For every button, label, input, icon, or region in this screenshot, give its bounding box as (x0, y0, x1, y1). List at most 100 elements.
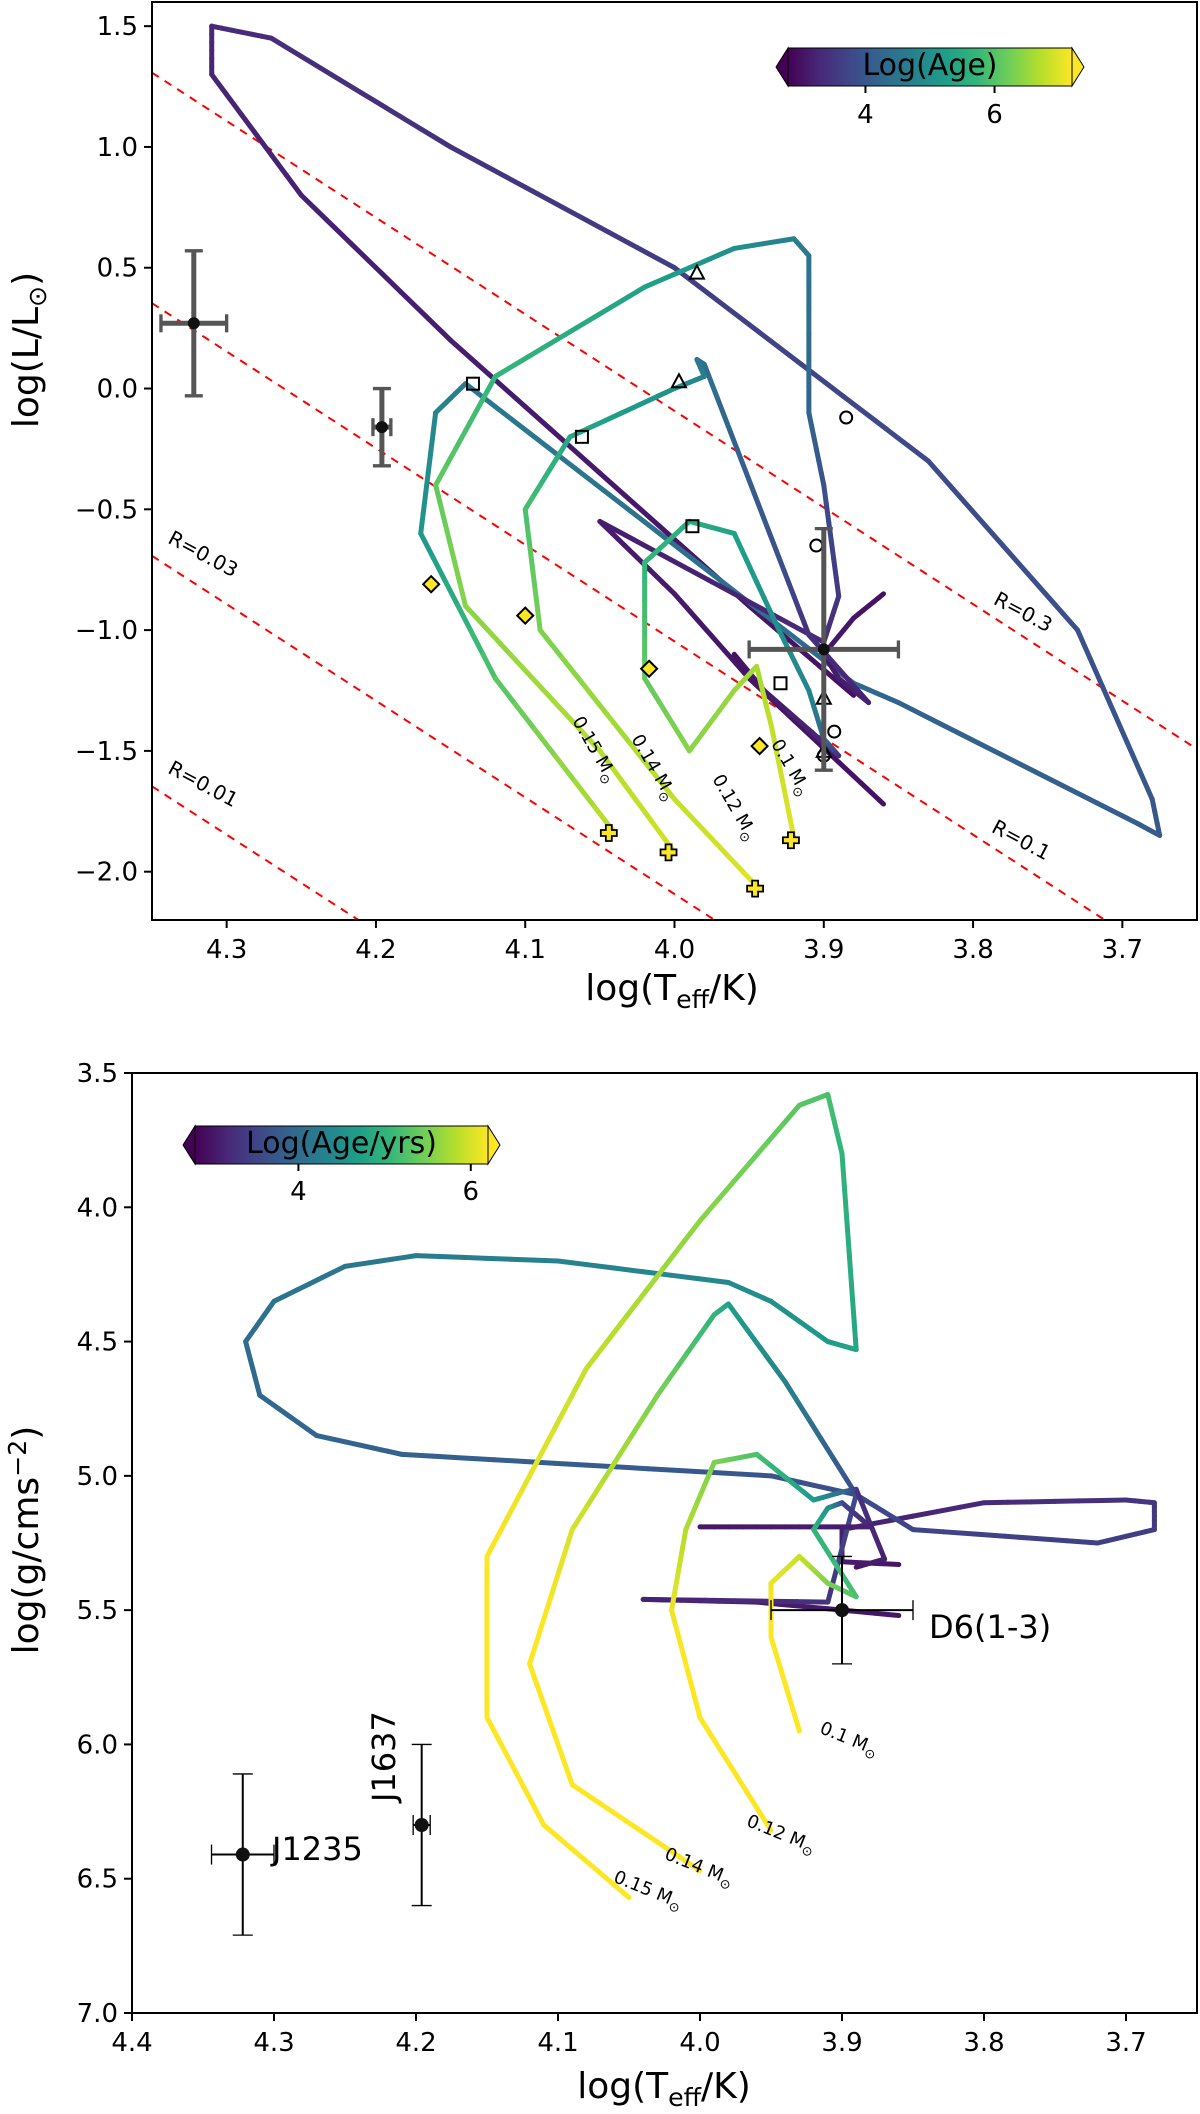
track-segment (512, 701, 538, 733)
radius-label: R=0.01 (164, 756, 242, 812)
track-segment (531, 1804, 547, 1828)
x-tick-label: 3.7 (1105, 2028, 1146, 2058)
track-segment (730, 1160, 753, 1185)
track-segment (612, 1882, 632, 1901)
track-segment (787, 1697, 798, 1718)
track-segment (583, 1341, 608, 1371)
track-segment (735, 1314, 750, 1333)
track-segment (709, 1733, 727, 1758)
track-segment (676, 1467, 712, 1475)
triangle-marker (670, 372, 688, 389)
track-segment (714, 297, 762, 335)
track-segment (522, 1459, 559, 1466)
track-segment (846, 1249, 854, 1287)
diamond-marker (515, 606, 535, 626)
track-segment (836, 666, 852, 683)
track-segment (934, 1504, 963, 1515)
track-segment (597, 224, 640, 251)
y-axis-label: log(L/L⊙) (6, 272, 52, 428)
track-segment (633, 1825, 660, 1845)
track-segment (714, 1179, 736, 1204)
colorbar-min-arrow (775, 46, 789, 88)
track-segment (485, 164, 528, 190)
track-segment (801, 1604, 831, 1612)
track-segment (895, 700, 941, 726)
track-segment (534, 1428, 556, 1465)
circle-marker (827, 724, 842, 739)
track-segment (925, 458, 956, 492)
data-point (375, 421, 388, 434)
track-segment (777, 1601, 807, 1610)
track-segment (619, 402, 643, 416)
track-segment (737, 1471, 774, 1479)
track-segment (826, 654, 842, 672)
y-tick-label: −2.0 (75, 858, 138, 888)
track-segment (746, 563, 760, 585)
track-segment (534, 1681, 547, 1707)
track-segment (598, 1459, 618, 1488)
track-segment (834, 1545, 845, 1569)
track-segment (617, 284, 648, 305)
track-segment (821, 482, 829, 507)
object-label: J1637 (365, 1711, 403, 1804)
track-segment (786, 709, 804, 726)
axes-frame (131, 1072, 1198, 2014)
track-segment (910, 1527, 947, 1535)
track-segment (645, 1466, 682, 1473)
track-segment (841, 1183, 850, 1222)
track-segment (423, 470, 431, 496)
track-segment (532, 727, 558, 759)
track-segment (659, 1242, 684, 1273)
track-segment (672, 591, 690, 611)
track-segment (298, 53, 334, 77)
track-segment (438, 502, 449, 528)
track-mass-label: 0.1 M⊙ (815, 1718, 881, 1764)
track-segment (692, 1697, 703, 1721)
track-segment (527, 1638, 540, 1667)
colorbar-min-arrow (182, 1124, 196, 1166)
y-tick-label: 6.5 (77, 1865, 118, 1895)
track-segment (692, 1325, 708, 1345)
surface-gravity-panel: 4.4 4.3 4.2 4.1 4.0 3.9 3.8 3.7 3.5 4.0 4.5 5.0 5.5 6… (3, 1059, 1198, 2112)
track-segment (941, 1529, 978, 1537)
track-segment (268, 35, 304, 59)
track-segment (709, 633, 727, 653)
x-axis-label: log(Teff/K) (577, 2066, 751, 2112)
data-point (235, 1847, 250, 1862)
track-segment (772, 742, 782, 767)
track-segment (537, 627, 566, 661)
track-segment (678, 1643, 689, 1667)
track-segment (597, 470, 628, 498)
colorbar-gradient (194, 1125, 489, 1165)
track-segment (555, 1258, 589, 1268)
track-segment (541, 1594, 554, 1622)
track-segment (532, 587, 541, 613)
track-segment (534, 1616, 547, 1644)
track-segment (627, 740, 655, 774)
track-segment (569, 1846, 589, 1864)
data-point-errorbar (371, 386, 393, 468)
track-segment (848, 1608, 878, 1616)
track-segment (582, 683, 610, 718)
y-tick-label: 4.0 (77, 1193, 118, 1223)
track-segment (1112, 712, 1130, 746)
colorbar-max-arrow (1071, 46, 1085, 88)
y-tick-label: 1.0 (97, 133, 138, 163)
track-segment (484, 1255, 514, 1262)
track-segment (527, 547, 536, 573)
y-tick-label: 0.0 (97, 375, 138, 405)
track-segment (1064, 1538, 1101, 1546)
track-mass-label: 0.12 M⊙ (704, 771, 762, 846)
radius-label: R=0.1 (988, 815, 1054, 866)
track-segment (602, 410, 625, 424)
track-segment (709, 579, 752, 605)
x-tick-label: 4.2 (395, 2028, 436, 2058)
track-segment (453, 428, 468, 452)
track-segment (512, 1768, 528, 1792)
track-segment (597, 518, 640, 545)
track-segment (448, 337, 478, 365)
track-segment (957, 1500, 987, 1510)
track-segment (555, 1741, 568, 1768)
track-segment (525, 526, 533, 553)
track-segment (763, 1353, 779, 1372)
